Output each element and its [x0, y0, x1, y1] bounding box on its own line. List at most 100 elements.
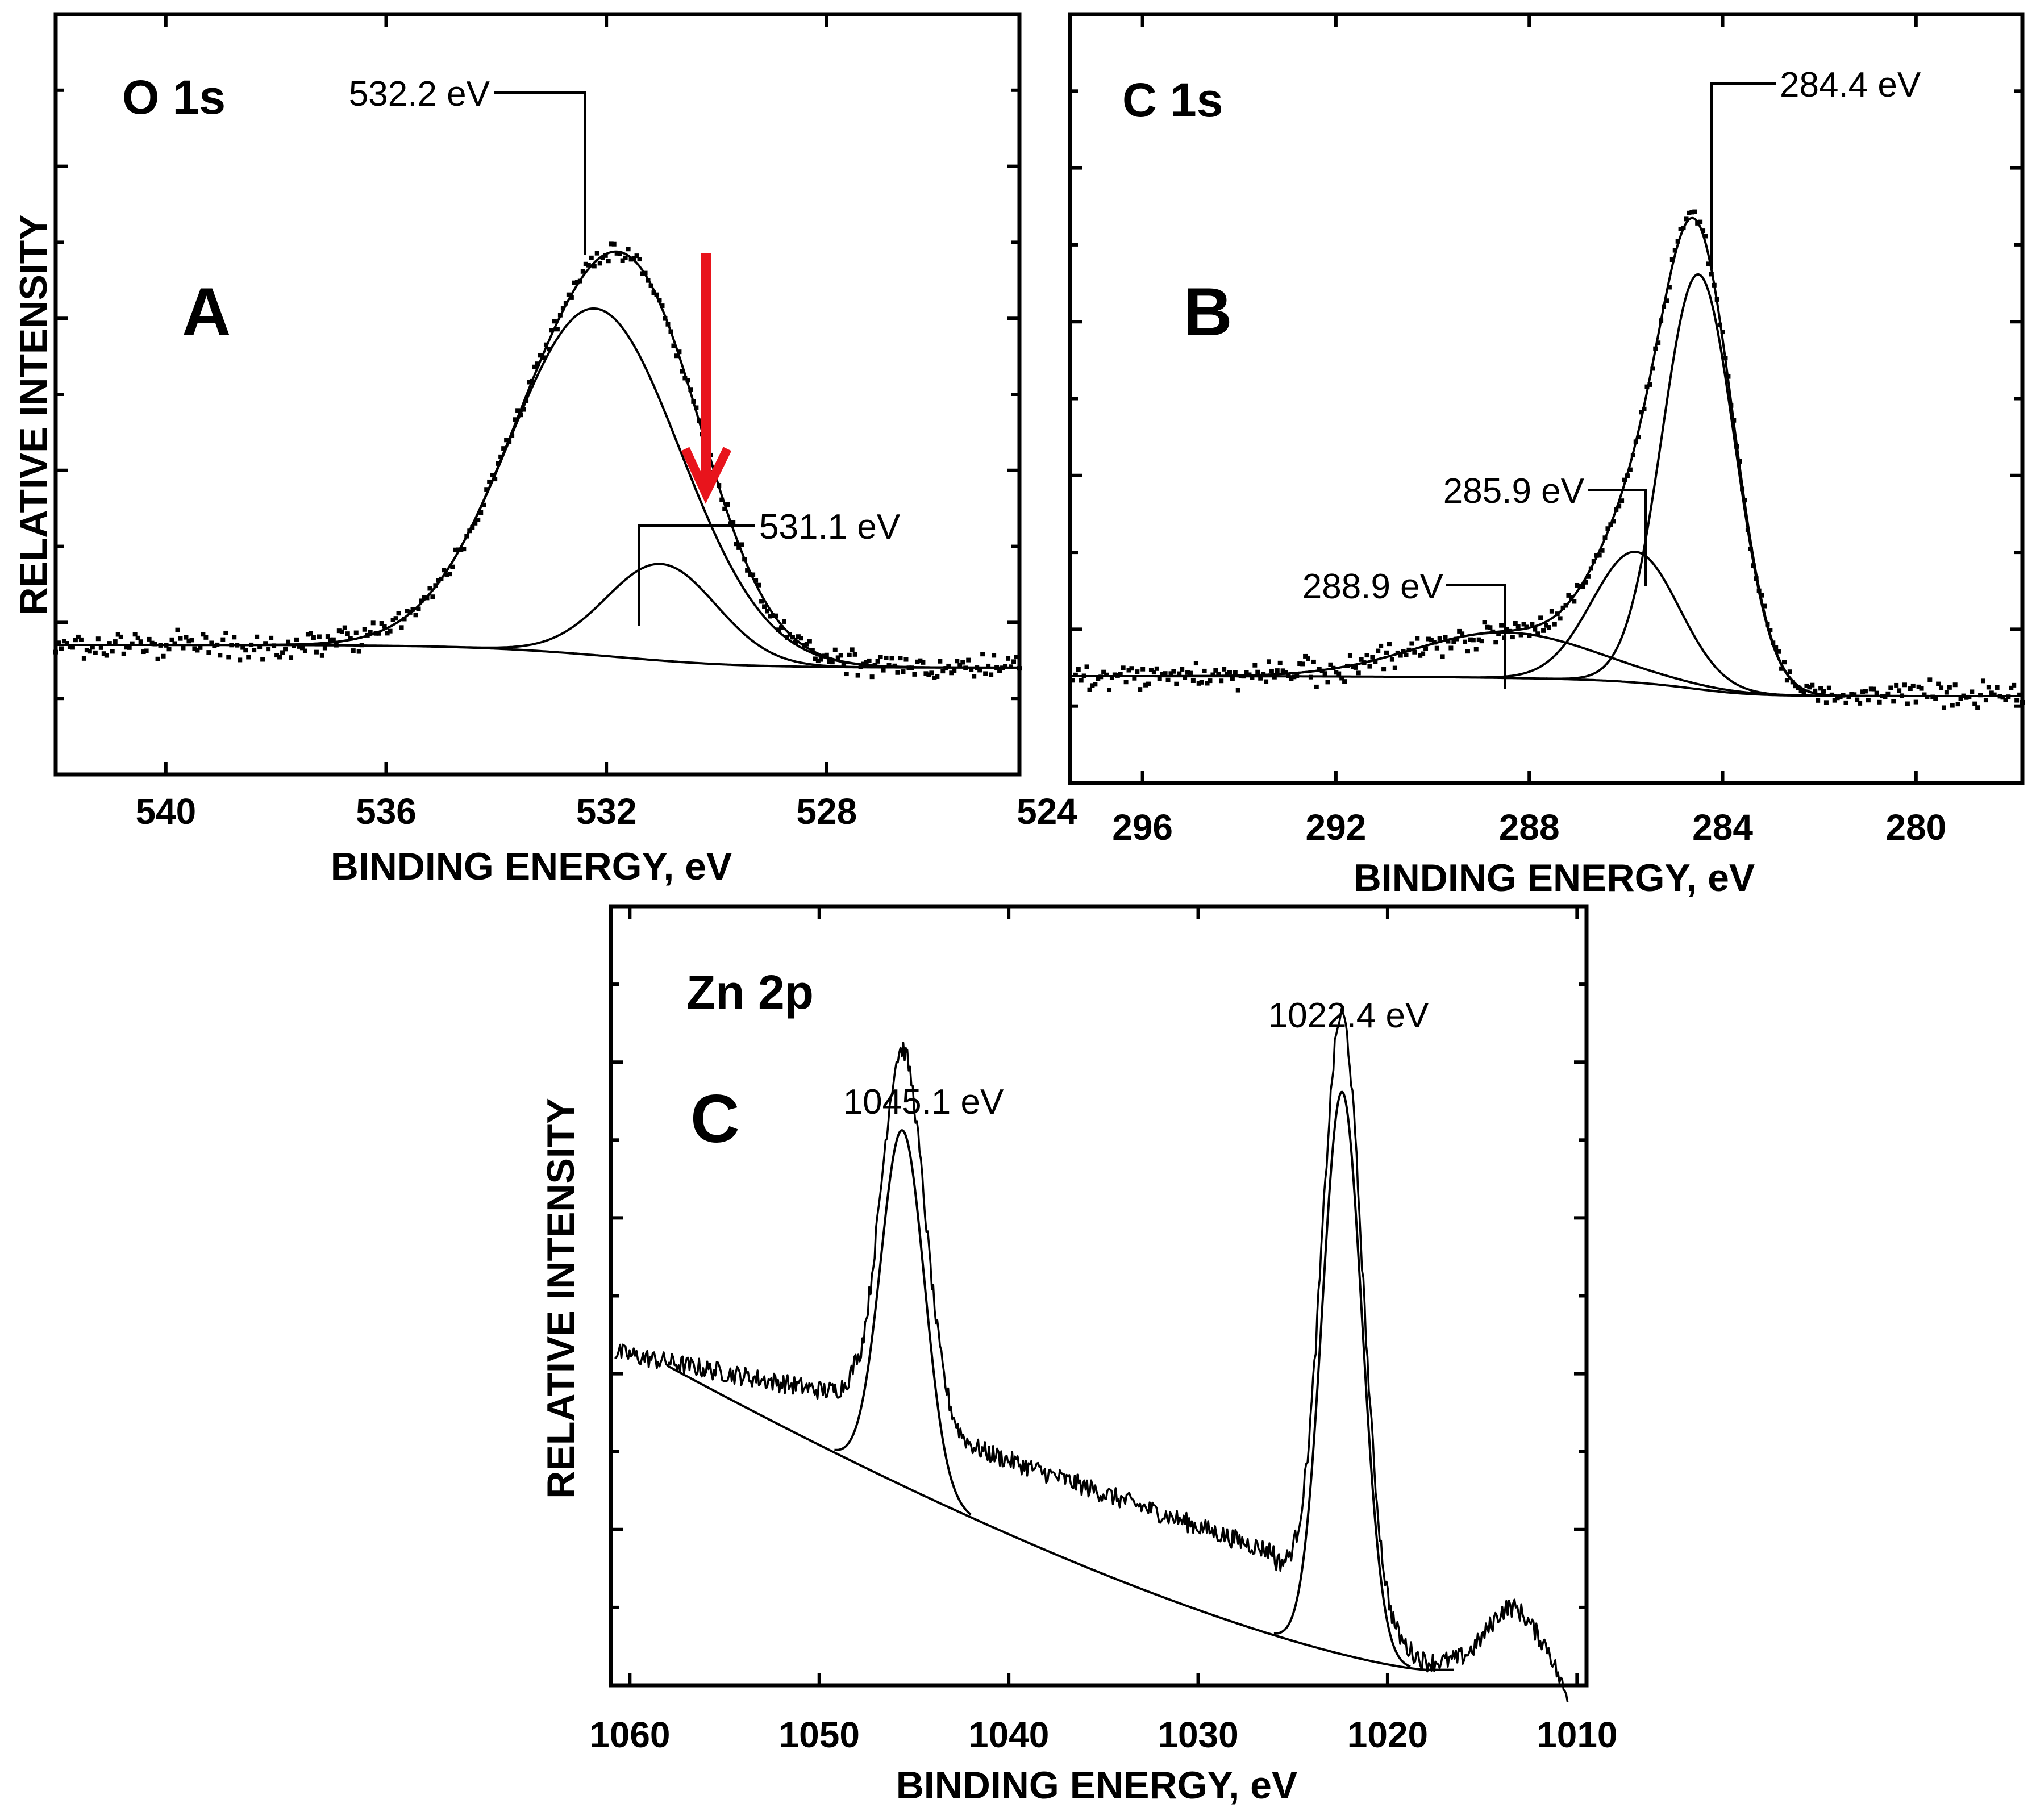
data-point — [1737, 459, 1742, 464]
data-point — [95, 636, 101, 642]
data-point — [1664, 298, 1669, 303]
data-point — [1955, 702, 1960, 707]
data-point — [1900, 693, 1905, 698]
data-point — [1549, 609, 1554, 614]
data-point — [1476, 637, 1481, 642]
data-point — [566, 292, 571, 297]
data-point — [1482, 620, 1487, 625]
data-point — [252, 648, 257, 653]
data-point — [1272, 674, 1277, 680]
data-point — [1838, 694, 1843, 699]
data-point — [345, 631, 350, 636]
data-point — [1384, 650, 1389, 655]
data-point — [1888, 685, 1893, 690]
data-point — [1602, 535, 1608, 540]
data-point — [1485, 624, 1490, 630]
data-point — [1594, 553, 1599, 558]
data-point — [1818, 686, 1823, 691]
data-point — [1754, 576, 1759, 581]
data-point — [1208, 678, 1213, 684]
data-point — [1597, 553, 1602, 558]
data-point — [784, 635, 789, 640]
data-point — [646, 278, 651, 283]
data-point — [78, 637, 84, 642]
data-point — [496, 461, 501, 466]
data-point — [1177, 671, 1182, 676]
data-point — [614, 251, 619, 256]
data-point — [901, 669, 906, 674]
data-point — [691, 399, 696, 404]
data-point — [1493, 640, 1498, 645]
data-point — [555, 327, 560, 332]
data-point — [677, 349, 682, 355]
data-point — [832, 647, 838, 652]
data-point — [830, 660, 835, 665]
data-point — [1488, 625, 1493, 630]
data-point — [977, 668, 982, 673]
data-point — [405, 609, 410, 614]
data-point — [563, 301, 568, 306]
data-point — [898, 656, 903, 661]
panel-c-frame — [609, 904, 1589, 1688]
data-point — [1457, 628, 1462, 634]
data-point — [1350, 664, 1355, 669]
data-point — [1440, 654, 1445, 659]
data-point — [1611, 519, 1616, 524]
data-point — [232, 635, 237, 640]
data-point — [1280, 668, 1285, 673]
data-point — [543, 342, 548, 347]
data-point — [776, 627, 781, 632]
data-point — [589, 255, 594, 260]
data-point — [1801, 690, 1806, 695]
data-point — [623, 255, 628, 260]
data-point — [1790, 680, 1795, 685]
data-point — [1418, 653, 1423, 658]
data-point — [1473, 647, 1479, 652]
data-point — [1614, 507, 1619, 513]
data-point — [1283, 669, 1288, 674]
panel-a-frame — [53, 12, 1022, 777]
data-point — [1712, 282, 1717, 288]
data-point — [697, 418, 702, 423]
data-point — [1860, 689, 1866, 694]
data-point — [1073, 672, 1078, 677]
data-point — [424, 595, 430, 601]
data-point — [1381, 667, 1387, 672]
data-point — [132, 632, 138, 637]
panel-b-peak-label-288: 288.9 eV — [1302, 567, 1444, 606]
data-point — [1575, 582, 1580, 588]
data-point — [1277, 660, 1283, 665]
data-point — [1107, 688, 1112, 693]
data-point — [1353, 665, 1358, 670]
data-point — [1902, 682, 1907, 688]
panel-b-letter: B — [1183, 274, 1233, 350]
data-point — [373, 631, 378, 636]
data-point — [459, 547, 464, 552]
data-point — [892, 663, 897, 668]
data-point — [1919, 686, 1924, 691]
data-point — [751, 572, 756, 577]
data-point — [1199, 680, 1204, 685]
data-point — [1210, 672, 1215, 677]
data-point — [1930, 694, 1935, 699]
data-point — [1398, 653, 1403, 658]
data-point — [1701, 228, 1706, 234]
data-point — [1768, 627, 1773, 632]
panel-a-leader-531 — [638, 524, 755, 626]
data-point — [164, 643, 169, 648]
data-point — [1675, 239, 1680, 244]
data-point — [292, 643, 297, 648]
data-point — [1905, 701, 1910, 706]
data-point — [1521, 622, 1526, 627]
data-point — [626, 247, 631, 252]
data-point — [1843, 700, 1848, 705]
data-point — [433, 583, 438, 588]
data-point — [722, 506, 727, 511]
data-point — [453, 547, 458, 552]
data-point — [135, 635, 140, 640]
data-point — [1544, 623, 1548, 628]
data-point — [1339, 676, 1344, 681]
data-point — [1362, 660, 1367, 665]
data-point — [1759, 593, 1764, 598]
data-point — [1190, 678, 1196, 683]
